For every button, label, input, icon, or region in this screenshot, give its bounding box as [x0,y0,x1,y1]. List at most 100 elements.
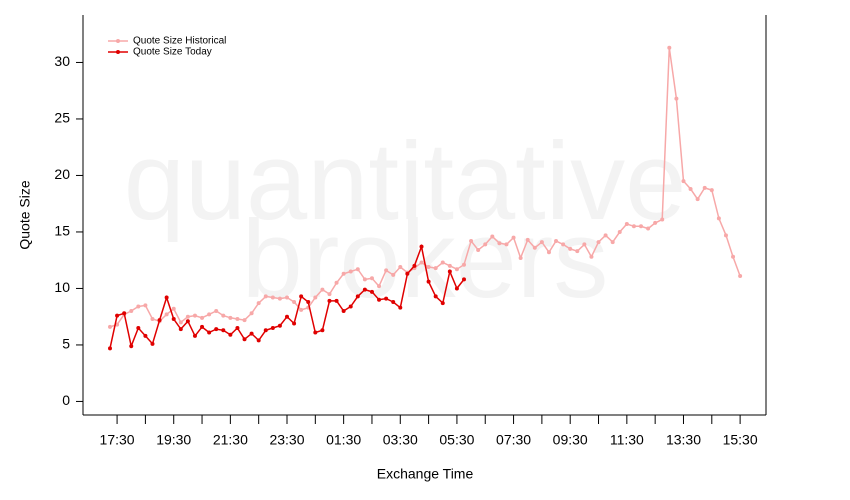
data-point [299,294,304,299]
x-tick-label: 15:30 [723,432,758,448]
data-point [731,254,736,259]
data-point [440,260,445,265]
data-point [483,242,488,247]
y-axis-label: Quote Size [17,180,33,249]
y-tick-label: 30 [54,53,70,69]
data-point [603,233,608,238]
data-point [469,238,474,243]
data-point [419,260,424,265]
y-tick-label: 10 [54,279,70,295]
data-point [129,309,134,314]
data-point [242,318,247,323]
data-point [426,264,431,269]
data-point [497,241,502,246]
data-point [306,300,311,305]
watermark: quantitative [124,120,687,243]
data-point [709,188,714,193]
data-point [292,321,297,326]
data-point [639,224,643,229]
data-point [277,296,282,301]
data-point [348,269,353,274]
legend-marker [116,39,120,43]
data-point [674,96,679,101]
data-point [207,330,212,335]
data-point [476,248,481,253]
data-point [575,249,580,254]
data-point [277,323,282,328]
data-point [292,300,297,305]
data-point [554,238,559,243]
data-point [136,325,141,330]
data-point [185,319,190,324]
data-point [384,296,389,301]
x-tick-label: 07:30 [496,432,531,448]
data-point [143,333,148,338]
data-point [362,277,367,282]
data-point [313,295,318,300]
data-point [723,233,728,238]
x-tick-label: 11:30 [610,432,644,448]
data-point [695,197,700,202]
data-point [150,341,155,346]
legend-label: Quote Size Historical [133,36,226,47]
data-point [454,267,459,272]
data-point [157,318,162,323]
data-point [214,327,219,332]
data-point [221,328,226,333]
data-point [568,246,573,251]
y-tick-label: 15 [54,223,70,239]
data-point [355,294,360,299]
data-point [327,292,332,297]
data-point [320,328,325,333]
data-point [228,315,233,320]
data-point [249,311,254,316]
data-point [200,324,205,329]
data-point [285,314,289,319]
x-tick-label: 03:30 [383,432,418,448]
data-point [391,272,396,277]
data-point [384,268,389,273]
data-point [270,295,275,300]
x-tick-label: 01:30 [326,432,361,448]
data-point [313,330,318,335]
data-point [178,320,183,325]
data-point [398,264,403,269]
data-point [192,313,197,318]
data-point [171,316,176,321]
data-point [447,269,452,274]
data-point [646,226,651,231]
data-point [518,255,523,260]
data-point [525,237,530,242]
data-point [688,187,693,192]
data-point [334,280,339,285]
x-tick-label: 05:30 [439,432,474,448]
data-point [334,298,339,303]
data-point [320,287,325,292]
data-point [440,301,445,306]
data-point [108,346,112,351]
data-point [631,224,636,229]
data-point [164,312,169,317]
data-point [610,240,615,245]
data-point [228,332,233,337]
x-axis-label: Exchange Time [377,466,474,482]
data-point [285,295,289,300]
data-point [660,217,665,222]
data-point [539,240,544,245]
data-point [178,327,183,332]
data-point [462,277,466,282]
data-point [738,274,743,279]
data-point [532,245,537,250]
y-tick-label: 0 [62,392,70,408]
data-point [143,303,148,308]
data-point [171,306,176,311]
data-point [681,179,686,184]
data-point [185,314,190,319]
data-point [582,242,587,247]
data-point [589,254,594,259]
data-point [504,242,509,247]
x-tick-label: 13:30 [666,432,701,448]
data-point [596,240,601,245]
data-point [235,325,240,330]
data-point [667,45,672,50]
